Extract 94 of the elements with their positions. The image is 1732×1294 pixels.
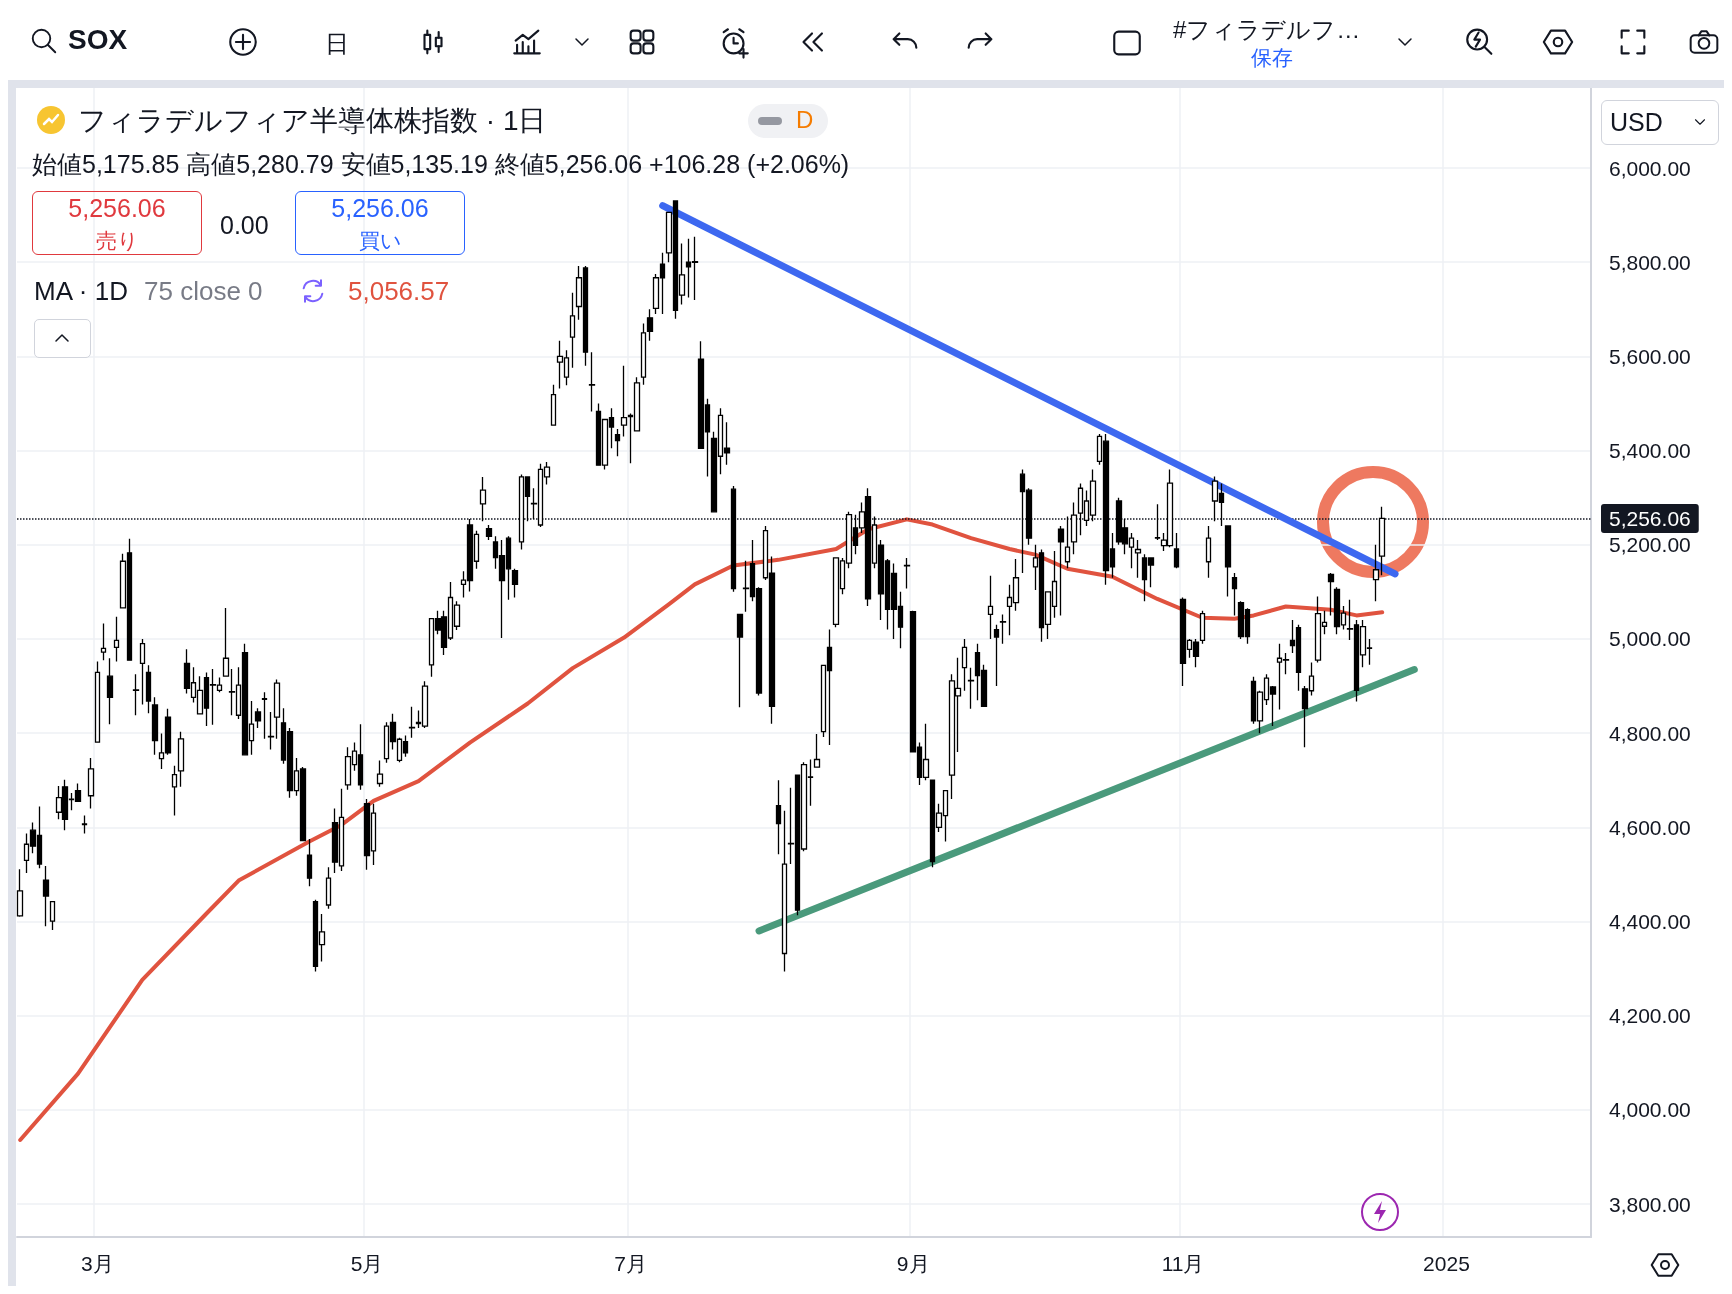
candlestick	[306, 838, 313, 887]
candlestick	[1070, 501, 1078, 555]
candlestick	[81, 814, 88, 835]
x-tick-label: 5月	[350, 1252, 384, 1275]
candlestick	[145, 664, 152, 715]
candlestick	[1224, 525, 1232, 598]
candlestick	[614, 428, 621, 457]
annotation: 5,256.06	[67, 194, 167, 223]
candlestick	[376, 759, 384, 788]
annotation: 5,256.06	[330, 194, 430, 223]
annotation: 75 close 0	[144, 276, 263, 307]
annotation: 始値5,175.85 高値5,280.79 安値5,135.19 終値5,256.06 +106.28 (+2.06%)	[32, 149, 850, 180]
candlestick	[261, 691, 268, 740]
candlestick	[1231, 572, 1238, 617]
ref-line-label: 5,256.06	[1609, 506, 1691, 530]
candlestick	[967, 667, 975, 710]
candlestick	[132, 673, 140, 716]
candlestick	[781, 810, 788, 973]
text: SOX	[68, 24, 128, 56]
candlestick	[1134, 539, 1142, 579]
text: #フィラデルフ…	[1173, 15, 1361, 45]
y-tick-label: 5,400.00	[1609, 439, 1691, 463]
candlestick	[569, 292, 576, 369]
candlestick	[813, 733, 821, 768]
y-tick-label: 6,000.00	[1609, 156, 1691, 180]
candlestick	[1327, 572, 1335, 617]
candlestick	[325, 866, 332, 910]
y-tick-label: 4,600.00	[1609, 815, 1691, 839]
candlestick	[987, 575, 994, 640]
annotation: 売り	[94, 228, 140, 254]
annotation: D	[796, 106, 814, 134]
text: 保存	[1251, 45, 1293, 71]
annotation: 5,056.57	[348, 276, 450, 307]
text: 日	[325, 29, 349, 59]
candlestick	[94, 660, 101, 743]
candlestick	[485, 524, 493, 541]
y-tick-label: 4,400.00	[1609, 910, 1691, 933]
x-tick-label: 11月	[1161, 1252, 1205, 1275]
candlestick	[999, 613, 1007, 645]
y-tick-label: 5,200.00	[1609, 533, 1691, 557]
candlestick	[511, 568, 519, 599]
candlestick	[87, 757, 95, 810]
text: フィラデルフィア半導体株指数 · 1日	[78, 104, 547, 138]
x-tick-label: 7月	[614, 1252, 647, 1275]
candlestick	[550, 384, 557, 426]
candlestick	[775, 779, 782, 855]
candlestick	[113, 616, 120, 663]
x-tick-label: 3月	[80, 1252, 114, 1275]
candlestick	[588, 351, 596, 413]
candlestick	[100, 622, 107, 661]
candlestick	[1057, 525, 1065, 617]
candlestick	[479, 476, 487, 522]
candlestick	[640, 322, 647, 386]
y-tick-label: 4,200.00	[1609, 1004, 1691, 1028]
annotation: 0.00	[220, 211, 269, 240]
candlestick	[1173, 532, 1180, 569]
candlestick	[1064, 515, 1071, 569]
candlestick	[646, 308, 654, 342]
annotation: MA · 1D	[34, 276, 128, 307]
y-tick-label: 4,000.00	[1609, 1098, 1691, 1122]
candlestick	[42, 865, 50, 927]
candlestick	[151, 696, 159, 756]
y-tick-label: 4,800.00	[1609, 721, 1691, 745]
candlestick	[106, 657, 114, 725]
y-tick-label: 3,800.00	[1609, 1192, 1691, 1216]
candlestick	[273, 678, 281, 740]
candlestick	[177, 731, 185, 788]
candlestick	[408, 706, 416, 739]
candlestick	[993, 624, 1000, 687]
candlestick	[1154, 503, 1161, 541]
x-tick-label: 2025	[1423, 1252, 1470, 1275]
text: USD	[1610, 108, 1663, 137]
candlestick	[171, 764, 178, 817]
y-tick-label: 5,000.00	[1609, 627, 1691, 651]
candlestick	[730, 485, 737, 593]
y-tick-label: 5,600.00	[1609, 344, 1691, 368]
candlestick	[1378, 506, 1386, 576]
candlestick	[1372, 544, 1380, 602]
candlestick	[254, 707, 262, 729]
candlestick	[16, 868, 24, 918]
candlestick	[736, 613, 744, 708]
candlestick	[139, 638, 146, 706]
x-tick-label: 9月	[896, 1252, 930, 1275]
candlestick	[222, 607, 230, 677]
candlestick	[267, 711, 275, 751]
y-tick-label: 5,800.00	[1609, 250, 1691, 274]
candlestick	[1205, 525, 1212, 579]
candlestick	[1199, 610, 1206, 645]
candlestick	[49, 901, 56, 931]
candlestick	[903, 557, 911, 590]
annotation: 買い	[357, 228, 403, 254]
candlestick	[620, 365, 628, 438]
line-series	[18, 517, 1385, 1142]
candlestick	[961, 638, 968, 692]
